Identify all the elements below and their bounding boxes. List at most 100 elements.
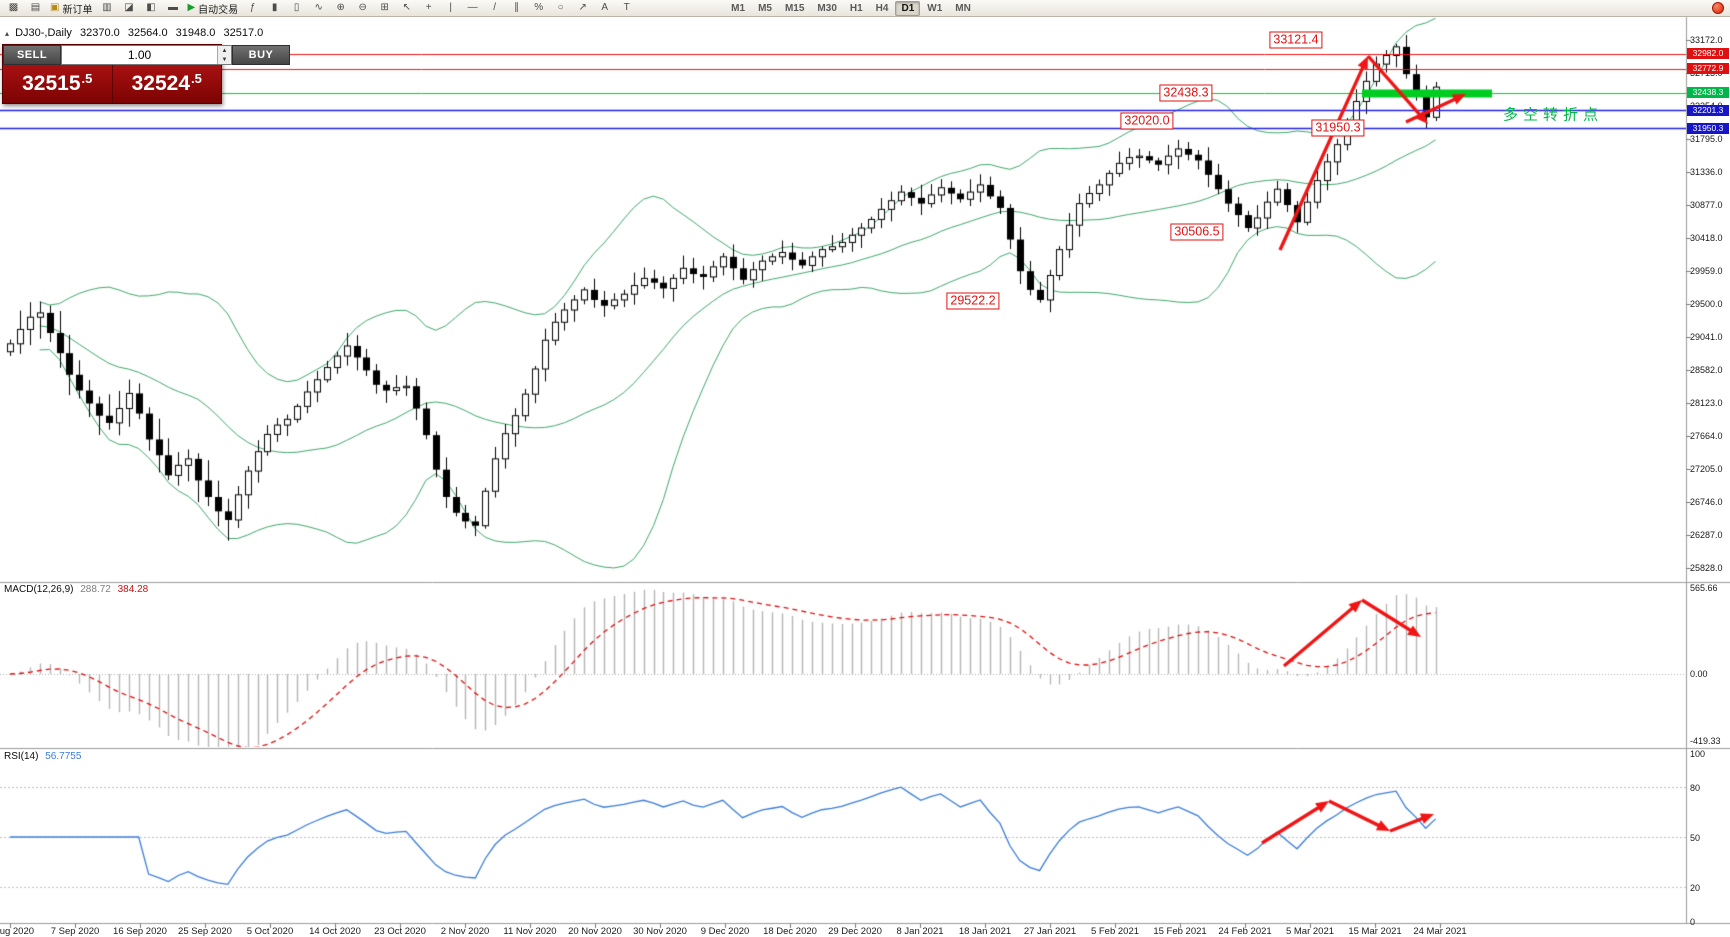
date-tick-label: 8 Jan 2021 (896, 926, 944, 937)
date-tick-label: 27 Jan 2021 (1023, 926, 1077, 937)
timeframe-m1-button[interactable]: M1 (731, 2, 746, 14)
turning-point-note[interactable]: 多空转折点 (1502, 106, 1604, 124)
price-line-tag[interactable]: 32201.3 (1687, 104, 1729, 116)
arrow-tool-icon[interactable]: ↗ (578, 2, 587, 13)
price-line-tag[interactable]: 32772.9 (1687, 63, 1729, 75)
sell-price-main: 32515 (22, 72, 81, 95)
price-tick-label: 28123.0 (1690, 398, 1723, 409)
ohlc-high: 32564.0 (127, 27, 168, 39)
buy-price[interactable]: 32524 .5 (111, 65, 222, 103)
date-tick-label: 5 Feb 2021 (1090, 926, 1140, 937)
price-line-tag[interactable]: 32982.0 (1687, 48, 1729, 60)
date-tick-label: 30 Nov 2020 (633, 926, 687, 937)
price-annotation[interactable]: 30506.5 (1170, 223, 1224, 241)
line-chart-icon[interactable]: ∿ (314, 2, 323, 13)
trendline-icon[interactable]: / (493, 2, 497, 13)
timeframe-m15-button[interactable]: M15 (784, 2, 805, 14)
toolbar: ▩ ▤ ▣ 新订单 ▥ ◪ ◧ ▬ ▶ 自动交易 ƒ ▮ ▯ ∿ ⊕ ⊖ ⊞ ↖ + | — / ∥% ○ ↗ A T M1 M5 M1… (0, 0, 1730, 17)
bar-chart-icon[interactable]: ▮ (271, 2, 278, 13)
terminal-icon[interactable]: ▬ (167, 2, 178, 13)
rsi-axis-label: 20 (1690, 883, 1701, 894)
date-tick-label: 15 Feb 2021 (1153, 926, 1207, 937)
timeframe-w1-button[interactable]: W1 (927, 2, 943, 14)
zoom-in-icon[interactable]: ⊕ (336, 2, 345, 13)
alert-icon[interactable] (1712, 2, 1724, 14)
timeframe-m30-button[interactable]: M30 (817, 2, 837, 14)
sell-price-pip: .5 (81, 70, 93, 86)
price-tick-label: 31795.0 (1690, 134, 1723, 145)
fibonacci-icon[interactable]: % (534, 2, 544, 13)
macd-label: MACD(12,26,9) (4, 584, 74, 595)
buy-price-pip: .5 (191, 70, 202, 86)
vertical-line-icon[interactable]: | (449, 2, 452, 13)
rsi-axis-label: 50 (1690, 833, 1701, 843)
macd-axis-label: 0.00 (1690, 669, 1708, 679)
timeframe-h1-button[interactable]: H1 (849, 2, 863, 14)
price-tick-label: 29959.0 (1690, 266, 1723, 277)
cursor-icon[interactable]: ↖ (402, 2, 411, 13)
price-tick-label: 29041.0 (1690, 332, 1723, 343)
price-tick-label: 30877.0 (1690, 200, 1723, 211)
volume-input[interactable] (62, 46, 217, 64)
rsi-info-line: RSI(14) 56.7755 (4, 751, 85, 762)
sell-button[interactable]: SELL (3, 45, 61, 65)
price-annotation[interactable]: 33121.4 (1269, 31, 1323, 49)
market-watch-icon[interactable]: ▥ (102, 2, 112, 13)
date-tick-label: 24 Feb 2021 (1218, 926, 1272, 937)
navigator-icon[interactable]: ◧ (146, 2, 156, 13)
date-tick-label: 5 Oct 2020 (246, 926, 294, 937)
price-annotation[interactable]: 29522.2 (946, 292, 1000, 310)
price-tick-label: 30418.0 (1690, 233, 1723, 244)
date-tick-label: 5 Mar 2021 (1285, 926, 1335, 937)
tile-windows-icon[interactable]: ⊞ (380, 2, 389, 13)
buy-button[interactable]: BUY (232, 45, 290, 65)
timeframe-h4-button[interactable]: H4 (875, 2, 889, 14)
sell-price[interactable]: 32515 .5 (3, 65, 112, 103)
volume-stepper[interactable]: ▲ ▼ (217, 46, 231, 64)
shapes-icon[interactable]: ○ (557, 2, 564, 13)
date-tick-label: 2 Nov 2020 (440, 926, 490, 937)
text-icon[interactable]: A (601, 2, 608, 13)
macd-signal-value: 384.28 (117, 584, 149, 595)
volume-down-icon[interactable]: ▼ (218, 55, 231, 64)
ohlc-open: 32370.0 (80, 27, 120, 39)
rsi-value: 56.7755 (45, 751, 82, 762)
price-tick-label: 26287.0 (1690, 530, 1723, 541)
data-window-icon[interactable]: ◪ (124, 2, 134, 13)
indicators-icon[interactable]: ƒ (249, 2, 256, 13)
new-order-button[interactable]: ▣ 新订单 (47, 0, 95, 17)
price-annotation[interactable]: 32020.0 (1120, 112, 1174, 130)
volume-up-icon[interactable]: ▲ (218, 46, 231, 55)
price-tick-label: 28582.0 (1690, 365, 1723, 376)
price-line-tag[interactable]: 31950.3 (1687, 122, 1729, 134)
rsi-axis-label: 100 (1690, 749, 1706, 759)
label-icon[interactable]: T (623, 2, 630, 13)
zoom-out-icon[interactable]: ⊖ (358, 2, 367, 13)
timeframe-group: M1 M5 M15 M30 H1 H4 D1 W1 MN (725, 0, 977, 16)
date-tick-label: 14 Oct 2020 (309, 926, 361, 937)
price-line-tag[interactable]: 32438.3 (1687, 87, 1729, 99)
new-order-icon: ▣ (50, 2, 60, 13)
profiles-icon[interactable]: ▤ (30, 2, 41, 13)
timeframe-d1-button[interactable]: D1 (895, 0, 921, 16)
price-tick-label: 27205.0 (1690, 464, 1723, 475)
one-click-trading-panel: SELL ▲ ▼ BUY 32515 .5 32524 .5 (2, 44, 290, 104)
price-annotation[interactable]: 32438.3 (1159, 84, 1213, 102)
ohlc-low: 31948.0 (175, 27, 216, 39)
date-tick-label: 9 Dec 2020 (700, 926, 750, 937)
date-tick-label: 7 Sep 2020 (50, 926, 100, 937)
channel-icon[interactable]: ∥ (514, 2, 520, 13)
timeframe-m5-button[interactable]: M5 (758, 2, 772, 14)
timeframe-mn-button[interactable]: MN (955, 2, 971, 14)
price-annotation[interactable]: 31950.3 (1311, 119, 1365, 137)
horizontal-line-icon[interactable]: — (467, 2, 478, 13)
crosshair-icon[interactable]: + (425, 2, 432, 13)
date-tick-label: 25 Sep 2020 (178, 926, 232, 937)
auto-trading-button[interactable]: ▶ 自动交易 (184, 0, 241, 17)
new-chart-icon[interactable]: ▩ (8, 2, 19, 13)
date-tick-label: 11 Nov 2020 (503, 926, 557, 937)
candlestick-chart-icon[interactable]: ▯ (293, 2, 300, 13)
price-tick-label: 31336.0 (1690, 167, 1723, 178)
date-tick-label: 18 Dec 2020 (763, 926, 817, 937)
